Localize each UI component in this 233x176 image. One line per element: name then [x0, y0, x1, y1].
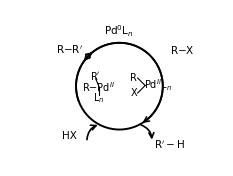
Text: R$'-$H: R$'-$H: [154, 138, 185, 151]
Text: Pd$^0$L$_n$: Pd$^0$L$_n$: [104, 23, 134, 39]
Text: X: X: [130, 88, 137, 98]
Text: R$'$: R$'$: [90, 70, 101, 82]
Text: L$_n$: L$_n$: [93, 91, 105, 105]
Text: R: R: [130, 73, 137, 83]
Text: R$-$R$'$: R$-$R$'$: [56, 44, 83, 56]
Text: HX: HX: [62, 131, 77, 141]
Text: Pd$^{II}$L$_n$: Pd$^{II}$L$_n$: [144, 78, 172, 93]
Text: R$-$Pd$^{II}$: R$-$Pd$^{II}$: [82, 80, 115, 94]
Text: R$-$X: R$-$X: [170, 44, 195, 56]
